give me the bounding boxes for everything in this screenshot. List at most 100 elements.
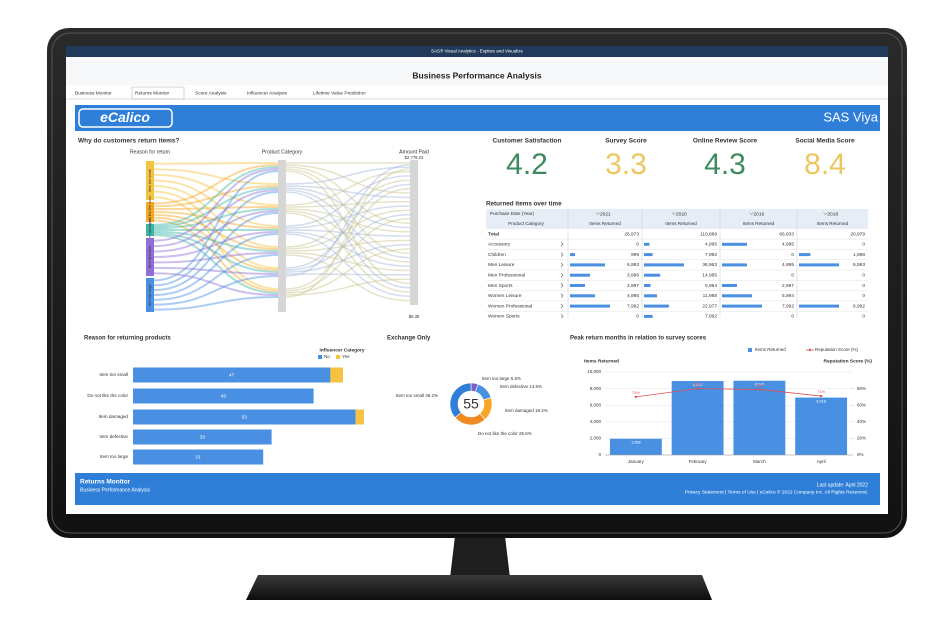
bar xyxy=(133,367,331,383)
bar xyxy=(133,388,314,404)
tab[interactable]: Influencer Analysis xyxy=(247,90,288,96)
row-label: Children xyxy=(488,252,506,258)
footer-subtitle: Business Performance Analysis xyxy=(80,487,151,493)
group-header: Purchase Date (Year) xyxy=(490,211,534,216)
cell-value: 3,996 xyxy=(627,272,639,278)
flow xyxy=(153,191,279,287)
node-label: Item defective xyxy=(148,246,152,268)
flow-node xyxy=(410,160,418,305)
flow xyxy=(285,170,411,285)
cell-value: 4,995 xyxy=(705,242,717,248)
axis-label: Product Category xyxy=(262,149,303,155)
x-tick-label: February xyxy=(689,459,708,464)
cell-value: 0 xyxy=(791,252,794,258)
year-header: 2019 xyxy=(754,211,765,217)
axis-label: Amount Paid xyxy=(399,149,429,155)
bar xyxy=(355,409,364,425)
legend-label: Yes xyxy=(342,354,350,359)
flow xyxy=(285,273,411,276)
row-label: Accessory xyxy=(488,242,511,248)
cell-bar xyxy=(644,304,669,308)
cell-bar xyxy=(644,253,653,257)
flow xyxy=(153,234,279,294)
cell-bar xyxy=(644,263,684,267)
cell-value: 0 xyxy=(636,314,639,320)
cell-value: 0 xyxy=(862,242,865,248)
cell-bar xyxy=(799,263,839,267)
flow xyxy=(153,206,279,211)
slice-category: Item damaged xyxy=(505,408,534,413)
chart-title: Reason for returning products xyxy=(84,336,171,342)
tab[interactable]: Returns Monitor xyxy=(135,90,170,96)
kpi-label: Social Media Score xyxy=(795,138,855,145)
y-tick-label: 8,000 xyxy=(590,386,602,391)
flow xyxy=(153,210,279,253)
tab[interactable]: Score Analysis xyxy=(195,90,227,96)
cell-value: 66,933 xyxy=(779,231,794,237)
line-point xyxy=(758,388,761,391)
cell-bar xyxy=(570,263,605,267)
category-label: Item damaged xyxy=(99,414,129,419)
expand-icon xyxy=(560,283,564,288)
flow xyxy=(285,209,411,250)
flow xyxy=(285,179,411,248)
flow xyxy=(153,216,279,271)
cell-bar xyxy=(570,284,585,287)
footer-title: Returns Monitor xyxy=(80,479,131,486)
banner xyxy=(75,105,880,131)
slice-value: 36.2% xyxy=(425,393,438,398)
flow xyxy=(285,231,411,267)
expand-icon xyxy=(560,314,564,318)
legend-swatch xyxy=(336,355,340,359)
x-tick-label: April xyxy=(817,459,826,464)
slice-label: Item defective 14.5% xyxy=(500,384,542,389)
cell-value: 6,992 xyxy=(853,303,865,309)
tab[interactable]: Lifetime Value Prediction xyxy=(313,90,366,96)
bar xyxy=(733,380,786,455)
cell-bar xyxy=(722,242,747,246)
flow xyxy=(153,208,279,230)
expand-icon xyxy=(560,303,564,309)
y2-tick-label: 20% xyxy=(857,436,866,441)
year-header: 2018 xyxy=(828,211,839,217)
kpi-value: 4.3 xyxy=(704,148,746,181)
slice-label: Item damaged 18.2% xyxy=(505,408,548,413)
flow xyxy=(153,219,279,292)
category-label: Item defective xyxy=(99,434,128,439)
flow xyxy=(153,166,279,226)
flow xyxy=(285,191,411,289)
stand-base xyxy=(246,575,712,600)
cell-bar xyxy=(570,294,595,298)
section-title: Why do customers return items? xyxy=(78,138,180,145)
expand-icon xyxy=(560,272,564,278)
cell-value: 2,997 xyxy=(627,283,639,289)
line-point xyxy=(696,387,699,390)
slice-label: Item too small 36.2% xyxy=(396,393,438,398)
flow xyxy=(153,230,279,252)
tab[interactable]: Business Monitor xyxy=(75,90,112,96)
flow xyxy=(285,164,411,277)
kpi-value: 8.4 xyxy=(804,148,846,181)
flow xyxy=(153,185,279,208)
row-header: Product Category xyxy=(508,221,544,226)
flow xyxy=(153,275,279,306)
logo: eCalico xyxy=(100,109,150,125)
y-tick-label: 6,000 xyxy=(590,402,602,407)
cell-value: 1,998 xyxy=(853,252,865,258)
slice-label: Do not like the color 25.5% xyxy=(478,431,532,436)
report-title: Business Performance Analysis xyxy=(412,70,541,80)
flow xyxy=(285,189,411,259)
flow xyxy=(153,266,279,275)
cell-bar xyxy=(644,242,650,246)
expand-icon xyxy=(560,293,564,299)
cell-value: 6,993 xyxy=(627,262,639,268)
point-label: 79% xyxy=(755,382,763,387)
node-label: Item too small xyxy=(148,169,152,192)
flow xyxy=(285,166,411,224)
flow xyxy=(285,278,411,296)
slice-category: Item too small xyxy=(396,393,424,398)
legend-swatch xyxy=(808,348,812,352)
cell-value: 11,988 xyxy=(703,293,718,299)
